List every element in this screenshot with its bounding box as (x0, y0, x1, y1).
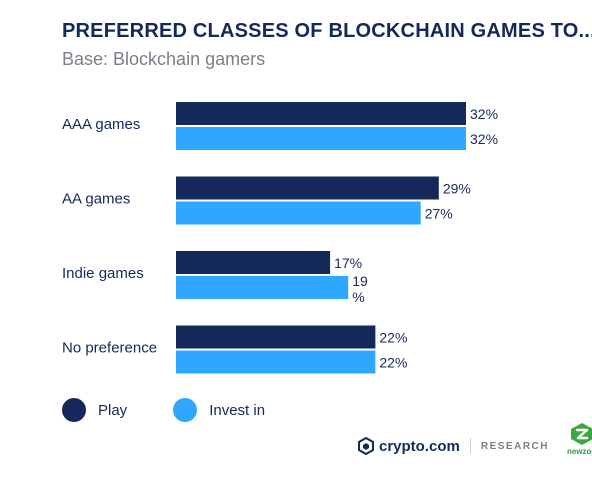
data-label: 19% (352, 273, 368, 305)
chart-title: PREFERRED CLASSES OF BLOCKCHAIN GAMES TO… (62, 20, 592, 42)
category-label: AA games (62, 191, 130, 208)
footer: crypto.com RESEARCH newzoo (358, 423, 592, 456)
data-label: 32% (470, 131, 498, 147)
bar-play (176, 325, 376, 349)
legend-swatch-invest (173, 398, 198, 422)
newzoo-logo: newzoo (567, 422, 592, 456)
data-label: 22% (379, 355, 407, 371)
category-label: No preference (62, 340, 157, 357)
newzoo-icon (570, 423, 592, 445)
legend-item-play: Play (62, 398, 127, 422)
legend-swatch-play (62, 398, 86, 422)
data-label: 27% (425, 206, 453, 222)
data-label: 22% (379, 330, 407, 346)
data-label: 29% (443, 181, 471, 197)
legend-label-play: Play (98, 401, 128, 419)
bar-invest (176, 276, 349, 299)
crypto-com-icon (358, 437, 374, 455)
bar-play (176, 102, 466, 125)
data-label: 32% (470, 106, 498, 122)
legend: Play Invest in (62, 398, 311, 422)
category-label: Indie games (62, 265, 144, 282)
footer-divider (469, 438, 471, 454)
bar-play (176, 251, 331, 274)
bar-invest (176, 201, 421, 225)
legend-item-invest: Invest in (173, 398, 265, 422)
brand-name: crypto.com (379, 437, 460, 455)
chart-subtitle: Base: Blockchain gamers (62, 49, 266, 69)
category-label: AAA games (62, 116, 140, 133)
bar-invest (176, 127, 466, 150)
bar-invest (176, 350, 376, 374)
research-label: RESEARCH (480, 440, 549, 452)
bar-chart: AAA games 32% 32% AA games 29% 27% Indie games… (62, 102, 498, 374)
data-label: 17% (334, 255, 362, 271)
partner-name: newzoo (566, 447, 592, 456)
bar-play (176, 176, 439, 200)
crypto-com-logo: crypto.com (358, 437, 460, 455)
legend-label-invest: Invest in (209, 401, 266, 419)
